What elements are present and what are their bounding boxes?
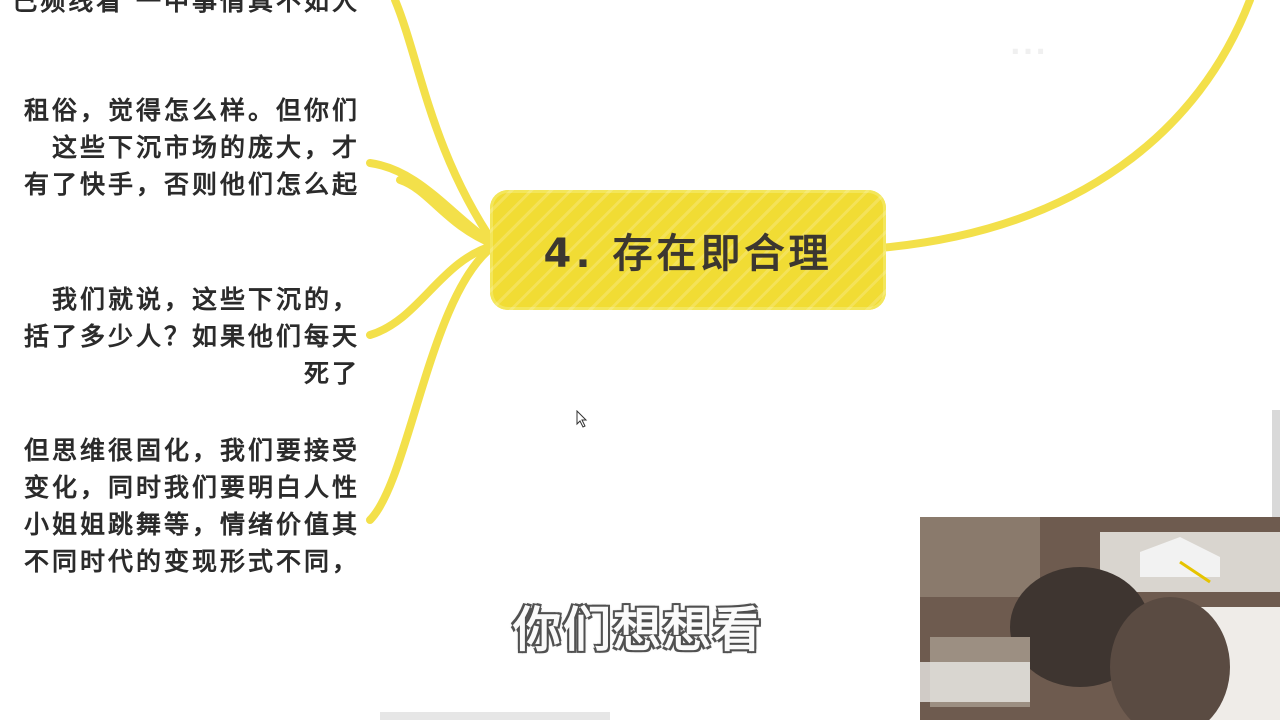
branch-4-line-4: 不同时代的变现形式不同， xyxy=(23,547,360,576)
branch-text-1: 己频线看 一中事情真不如人 xyxy=(0,0,360,20)
connector-top xyxy=(391,0,499,249)
branch-2-line-3: 有了快手，否则他们怎么起 xyxy=(23,170,360,199)
branch-text-2: 租俗，觉得怎么样。但你们 这些下沉市场的庞大，才 有了快手，否则他们怎么起 xyxy=(0,92,360,203)
mouse-cursor-icon xyxy=(576,410,588,428)
webcam-feed-image xyxy=(920,517,1280,720)
branch-3-line-3: 死了 xyxy=(303,359,360,388)
branch-1-line-1: 己频线看 一中事情真不如人 xyxy=(12,0,360,16)
branch-4-line-3: 小姐姐跳舞等，情绪价值其 xyxy=(23,510,360,539)
branch-2-line-2: 这些下沉市场的庞大，才 xyxy=(51,133,360,162)
branch-4-line-2: 变化，同时我们要明白人性 xyxy=(23,473,360,502)
connector-branch-3 xyxy=(366,241,499,339)
watermark-logo: ... xyxy=(1010,28,1048,61)
branch-text-4: 但思维很固化，我们要接受 变化，同时我们要明白人性 小姐姐跳舞等，情绪价值其 不… xyxy=(0,432,360,580)
branch-3-line-1: 我们就说，这些下沉的， xyxy=(51,285,360,314)
connector-right xyxy=(876,0,1254,252)
horizontal-scrollbar[interactable] xyxy=(380,712,610,720)
branch-2-line-1: 租俗，觉得怎么样。但你们 xyxy=(23,96,360,125)
branch-4-line-1: 但思维很固化，我们要接受 xyxy=(23,436,360,465)
central-topic-label: 4. 存在即合理 xyxy=(543,231,833,277)
video-subtitle: 你们想想看 xyxy=(513,602,764,658)
connector-branch-2b xyxy=(396,176,499,249)
branch-3-line-2: 括了多少人？如果他们每天 xyxy=(23,322,360,351)
webcam-overlay xyxy=(920,517,1280,720)
connector-branch-4 xyxy=(366,241,499,524)
scrollbar-thumb[interactable] xyxy=(1272,410,1280,520)
central-topic-node[interactable]: 4. 存在即合理 xyxy=(490,190,886,310)
branch-text-3: 我们就说，这些下沉的， 括了多少人？如果他们每天 死了 xyxy=(0,281,360,392)
node-hatch-texture xyxy=(490,190,886,310)
